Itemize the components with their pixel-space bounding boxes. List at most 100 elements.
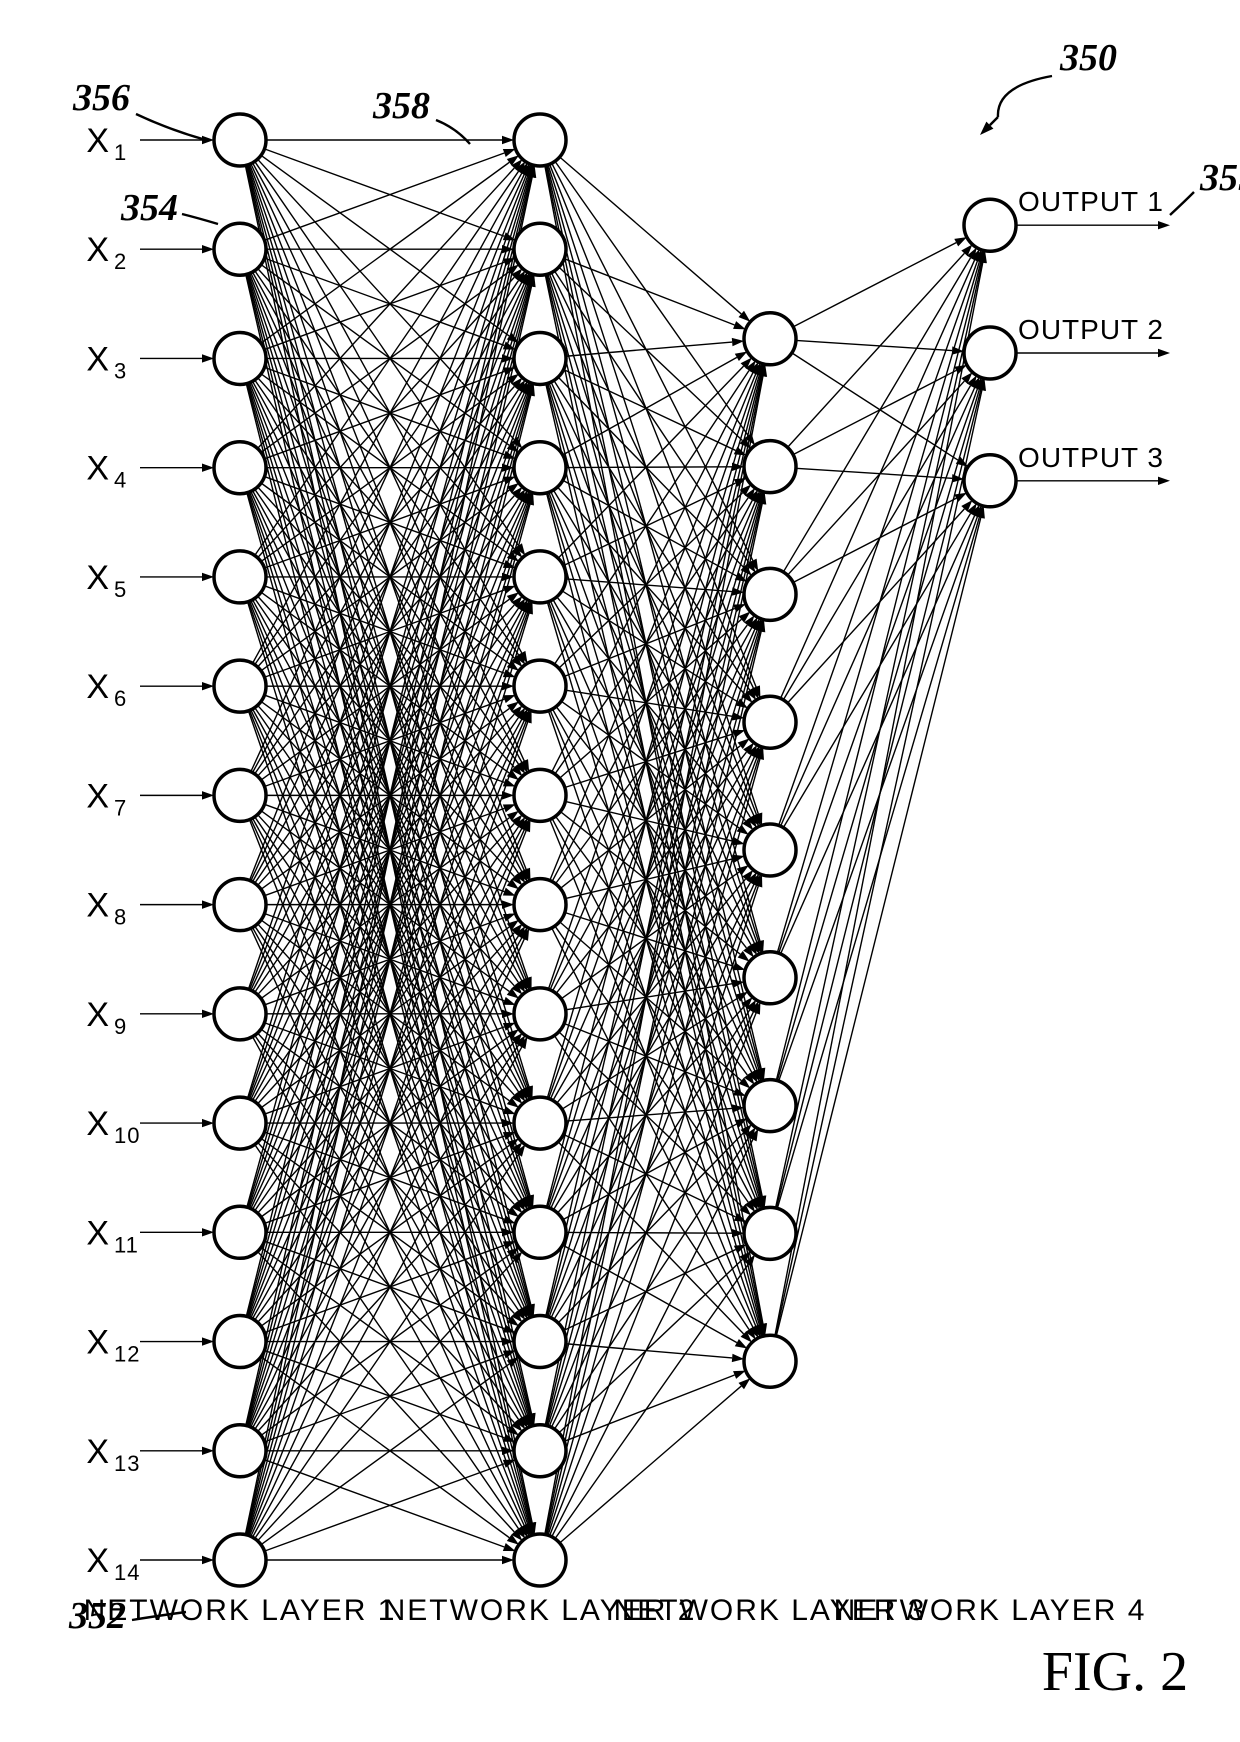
input-sub-8: 8 — [114, 905, 127, 930]
ref-356: 356 — [72, 77, 130, 119]
input-label-12: X — [86, 1324, 110, 1362]
input-label-4: X — [86, 450, 110, 488]
node-l2-11 — [514, 1206, 566, 1258]
ref-352: 352 — [68, 1595, 126, 1637]
node-l2-7 — [514, 769, 566, 821]
edge-arrow — [503, 804, 516, 812]
output-arrow-arrow — [1158, 477, 1170, 485]
edge — [776, 262, 982, 1208]
node-l1-5 — [214, 551, 266, 603]
input-arrow-arrow — [202, 1228, 214, 1236]
input-sub-5: 5 — [114, 577, 127, 602]
input-label-13: X — [86, 1433, 110, 1471]
input-sub-13: 13 — [114, 1451, 140, 1476]
edge-arrow — [954, 237, 967, 246]
input-arrow-arrow — [202, 573, 214, 581]
edge-arrow — [503, 914, 516, 922]
output-label-2: OUTPUT 2 — [1018, 314, 1164, 345]
node-l3-3 — [744, 568, 796, 620]
node-l1-8 — [214, 879, 266, 931]
output-label-3: OUTPUT 3 — [1018, 442, 1164, 473]
node-l2-3 — [514, 332, 566, 384]
node-l2-13 — [514, 1425, 566, 1477]
node-l2-8 — [514, 879, 566, 931]
edge-arrow — [735, 352, 748, 362]
node-l2-2 — [514, 223, 566, 275]
node-l4-3 — [964, 455, 1016, 507]
edge-arrow — [733, 321, 746, 329]
input-sub-9: 9 — [114, 1014, 127, 1039]
node-l1-14 — [214, 1534, 266, 1586]
input-label-8: X — [86, 887, 110, 925]
input-label-3: X — [86, 340, 110, 378]
edge-arrow — [503, 997, 516, 1005]
node-l1-2 — [214, 223, 266, 275]
node-l3-5 — [744, 824, 796, 876]
input-sub-10: 10 — [114, 1123, 140, 1148]
edge — [545, 504, 762, 1535]
layer-label-4: NETWORK LAYER 4 — [834, 1594, 1147, 1627]
edge-arrow — [503, 778, 516, 786]
input-label-1: X — [86, 122, 110, 160]
node-l2-6 — [514, 660, 566, 712]
edge — [258, 1260, 515, 1540]
leader-350-tip — [990, 117, 998, 125]
node-l1-12 — [214, 1316, 266, 1368]
input-arrow-arrow — [202, 791, 214, 799]
input-sub-14: 14 — [114, 1560, 140, 1585]
edge — [554, 1137, 749, 1429]
edge — [793, 243, 956, 327]
leader-359 — [1170, 192, 1194, 215]
input-arrow-arrow — [202, 354, 214, 362]
edge-arrow — [503, 1543, 516, 1551]
input-arrow-arrow — [202, 682, 214, 690]
edge-arrow — [503, 586, 516, 594]
edge — [560, 1386, 742, 1543]
edge — [261, 162, 509, 343]
node-l2-4 — [514, 442, 566, 494]
edge — [793, 498, 956, 582]
input-label-14: X — [86, 1542, 110, 1580]
edge-arrow — [735, 1339, 748, 1349]
edge — [776, 518, 980, 1336]
edge-arrow — [733, 962, 746, 970]
edge-arrow — [503, 1106, 516, 1114]
figure-label: FIG. 2 — [1042, 1641, 1188, 1703]
leader-350 — [998, 76, 1052, 117]
edge-arrow — [954, 493, 967, 502]
node-l2-14 — [514, 1534, 566, 1586]
edge — [793, 370, 956, 454]
edge — [788, 509, 965, 703]
node-l2-1 — [514, 114, 566, 166]
input-sub-7: 7 — [114, 795, 127, 820]
node-l3-1 — [744, 313, 796, 365]
edge — [775, 263, 983, 1336]
node-l2-9 — [514, 988, 566, 1040]
ref-354: 354 — [120, 187, 178, 229]
input-sub-1: 1 — [114, 140, 127, 165]
node-l1-6 — [214, 660, 266, 712]
edge — [776, 262, 980, 1080]
node-l4-1 — [964, 199, 1016, 251]
input-sub-12: 12 — [114, 1342, 140, 1367]
input-arrow-arrow — [202, 1447, 214, 1455]
edge-arrow — [502, 136, 514, 144]
node-l2-5 — [514, 551, 566, 603]
node-l3-6 — [744, 952, 796, 1004]
node-l3-8 — [744, 1207, 796, 1259]
input-arrow-arrow — [202, 1119, 214, 1127]
edge — [261, 1357, 509, 1538]
edge — [554, 380, 750, 690]
input-arrow-arrow — [202, 1556, 214, 1564]
input-sub-11: 11 — [114, 1232, 139, 1257]
input-sub-3: 3 — [114, 358, 127, 383]
node-l3-9 — [744, 1335, 796, 1387]
edge-arrow — [502, 1556, 514, 1564]
node-l3-2 — [744, 441, 796, 493]
edge — [564, 1023, 735, 1091]
edge-arrow — [733, 1371, 746, 1379]
edge-arrow — [502, 900, 514, 908]
edge-arrow — [503, 695, 516, 703]
ref-358: 358 — [372, 85, 430, 127]
node-l1-13 — [214, 1425, 266, 1477]
